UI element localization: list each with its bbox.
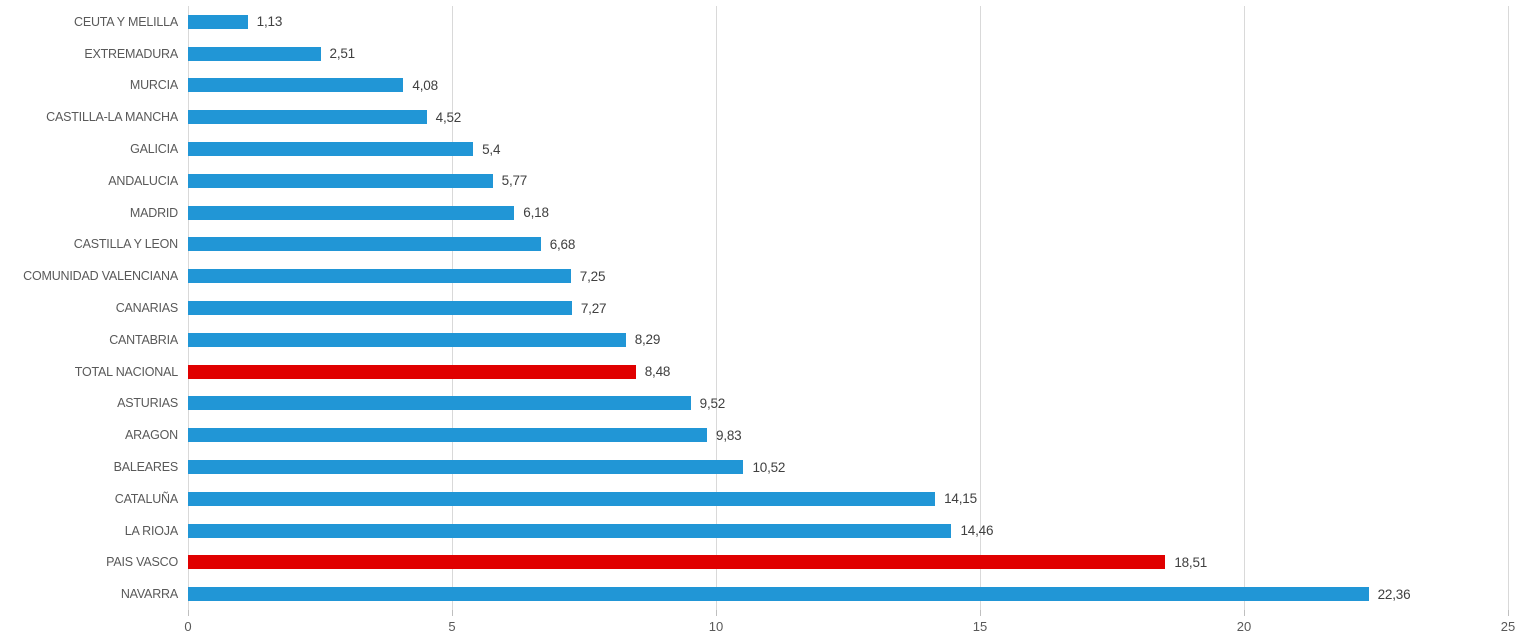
bar-value-label: 7,27: [580, 300, 607, 316]
bar-row: 5,77: [188, 165, 1508, 197]
bar-value-label: 4,08: [412, 77, 438, 93]
x-axis: 0 5 10 15 20 25: [184, 616, 1515, 638]
bar: [188, 78, 404, 93]
bar-row: 7,27: [188, 292, 1508, 324]
gridline: [716, 6, 717, 616]
bar-row: 9,83: [188, 419, 1508, 451]
bars-layer: 1,13 2,51 4,08 4,52 5,4 5,77 6,18 6,68 7,25 7,27 8…: [188, 6, 1508, 610]
bar-row: 8,48: [188, 356, 1508, 388]
bar-value-label: 18,51: [1174, 554, 1208, 570]
category-label: CASTILLA-LA MANCHA: [46, 110, 178, 125]
x-axis-tick-label: 0: [184, 619, 192, 634]
gridline: [980, 6, 981, 616]
bar-value-label: 7,25: [579, 268, 606, 284]
bar-value-label: 8,48: [644, 364, 671, 380]
x-axis-tick-label: 20: [1236, 619, 1252, 634]
axis-tick-mark: [1244, 610, 1245, 616]
bar-row: 14,15: [188, 483, 1508, 515]
bar-row: 5,4: [188, 133, 1508, 165]
bar-value-label: 6,18: [523, 205, 549, 221]
bar-row: 10,52: [188, 451, 1508, 483]
category-label: LA RIOJA: [124, 523, 178, 538]
category-label: PAIS VASCO: [106, 555, 178, 570]
bar-row: 4,52: [188, 101, 1508, 133]
bar-row: 7,25: [188, 260, 1508, 292]
bar-row: 6,18: [188, 197, 1508, 229]
bar: [188, 523, 952, 538]
bar: [188, 46, 321, 61]
bar: [188, 269, 571, 284]
category-label: BALEARES: [113, 460, 179, 475]
x-axis-tick-label: 15: [972, 619, 988, 634]
bar-value-label: 22,36: [1377, 586, 1411, 602]
category-label: ASTURIAS: [117, 396, 178, 411]
x-axis-tick-label: 25: [1500, 619, 1516, 634]
bar-row: 18,51: [188, 547, 1508, 579]
category-label: TOTAL NACIONAL: [74, 364, 178, 379]
category-label: EXTREMADURA: [84, 46, 178, 61]
axis-tick-mark: [716, 610, 717, 616]
bar: [188, 332, 626, 347]
bar-row: 6,68: [188, 229, 1508, 261]
bar-value-label: 9,52: [699, 395, 726, 411]
category-label: MADRID: [129, 205, 178, 220]
bar: [188, 237, 541, 252]
bar-value-label: 4,52: [435, 109, 462, 125]
category-label: MURCIA: [129, 78, 178, 93]
bar: [188, 428, 708, 443]
axis-tick-mark: [188, 610, 189, 616]
axis-tick-mark: [452, 610, 453, 616]
bar: [188, 491, 936, 506]
bar-value-label: 14,15: [944, 491, 977, 507]
category-label: CATALUÑA: [114, 491, 178, 506]
bar-row: 4,08: [188, 70, 1508, 102]
category-label: ARAGON: [125, 428, 178, 443]
category-label: COMUNIDAD VALENCIANA: [23, 269, 178, 284]
bar-highlighted: [188, 555, 1166, 570]
plot-area: 1,13 2,51 4,08 4,52 5,4 5,77 6,18 6,68 7,25 7,27 8…: [188, 6, 1509, 616]
x-axis-tick-label: 10: [708, 619, 724, 634]
bar: [188, 110, 427, 125]
bar: [188, 14, 248, 29]
category-axis: CEUTA Y MELILLA EXTREMADURA MURCIA CASTILLA…: [0, 6, 178, 610]
bar-value-label: 9,83: [716, 427, 742, 443]
gridline: [1508, 6, 1509, 616]
category-label: CEUTA Y MELILLA: [74, 14, 178, 29]
bar-value-label: 10,52: [752, 459, 786, 475]
bar-value-label: 2,51: [329, 46, 356, 62]
bar: [188, 142, 474, 157]
bar-highlighted: [188, 364, 636, 379]
category-label: GALICIA: [130, 142, 178, 157]
bar-row: 1,13: [188, 6, 1508, 38]
bar-row: 22,36: [188, 578, 1508, 610]
bar-value-label: 6,68: [549, 236, 576, 252]
axis-tick-mark: [980, 610, 981, 616]
category-label: ANDALUCIA: [108, 173, 178, 188]
axis-tick-mark: [1508, 610, 1509, 616]
category-label: CASTILLA Y LEON: [73, 237, 178, 252]
bar-value-label: 8,29: [634, 332, 661, 348]
bar-row: 2,51: [188, 38, 1508, 70]
category-label: CANTABRIA: [109, 332, 178, 347]
category-label: CANARIAS: [115, 301, 179, 316]
bar-value-label: 5,77: [501, 173, 528, 189]
bar: [188, 396, 691, 411]
bar-row: 14,46: [188, 515, 1508, 547]
bar: [188, 587, 1369, 602]
bar-value-label: 5,4: [482, 141, 501, 157]
bar-value-label: 14,46: [960, 523, 994, 539]
bar-row: 9,52: [188, 388, 1508, 420]
gridline: [1244, 6, 1245, 616]
bar: [188, 205, 515, 220]
bar-row: 8,29: [188, 324, 1508, 356]
bar: [188, 460, 744, 475]
x-axis-tick-label: 5: [448, 619, 456, 634]
category-label: NAVARRA: [120, 587, 178, 602]
bar: [188, 173, 493, 188]
bar: [188, 301, 572, 316]
bar-value-label: 1,13: [256, 14, 283, 30]
